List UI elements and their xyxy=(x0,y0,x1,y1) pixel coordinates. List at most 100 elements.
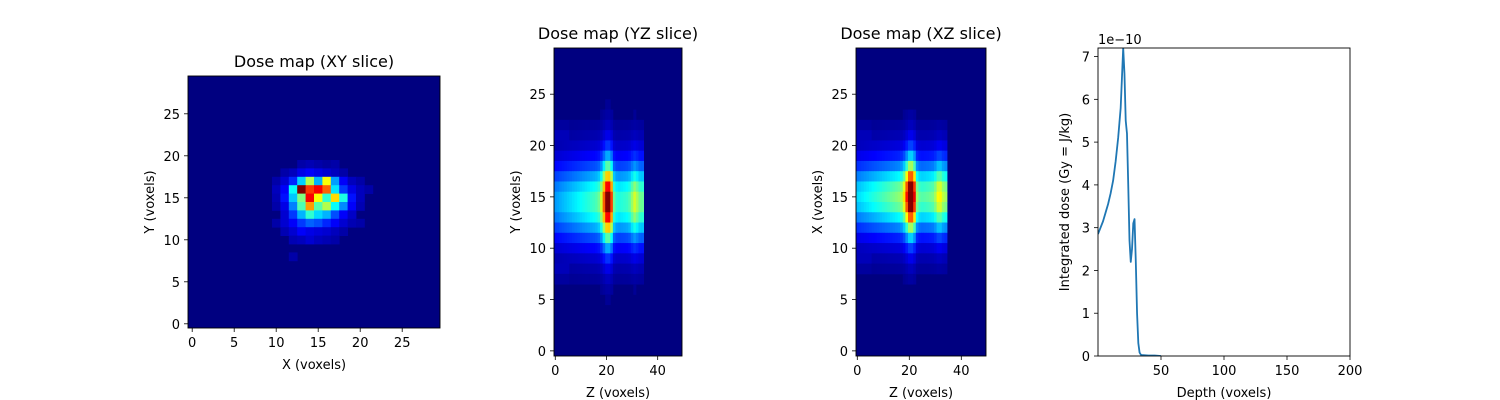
y-axis-offset-text: 1e−10 xyxy=(1098,33,1142,48)
heatmap-cell xyxy=(887,232,891,244)
heatmap-cell xyxy=(600,284,604,295)
heatmap-cell xyxy=(556,243,560,254)
heatmap-cell xyxy=(641,273,644,285)
heatmap-cell xyxy=(905,202,909,213)
heatmap-cell xyxy=(579,171,583,182)
heatmap-cell xyxy=(635,191,639,203)
heatmap-cell xyxy=(944,263,948,275)
heatmap-cell xyxy=(866,243,870,254)
heatmap-cell xyxy=(874,171,878,182)
heatmap-cell xyxy=(597,243,601,254)
heatmap-cell xyxy=(869,243,872,254)
heatmap-cell xyxy=(582,273,586,285)
heatmap-cell xyxy=(889,243,893,254)
heatmap-cell xyxy=(582,171,586,182)
heatmap-cell xyxy=(556,263,560,275)
heatmap-cell xyxy=(931,212,935,223)
heatmap-cell xyxy=(910,202,914,213)
heatmap-cell xyxy=(556,212,560,223)
heatmap-cell xyxy=(874,150,878,162)
x-tick-label: 20 xyxy=(352,336,369,351)
heatmap-cell xyxy=(597,191,601,203)
heatmap-cell xyxy=(905,160,909,172)
heatmap-cell xyxy=(618,243,621,254)
heatmap-cell xyxy=(882,232,885,244)
heatmap-cell xyxy=(577,232,580,244)
heatmap-cell xyxy=(356,193,365,203)
heatmap-cell xyxy=(592,160,596,172)
heatmap-cell xyxy=(556,232,560,244)
heatmap-cell xyxy=(913,181,917,193)
heatmap-cell xyxy=(910,253,914,264)
heatmap-cell xyxy=(641,212,644,223)
heatmap-cell xyxy=(866,181,870,193)
heatmap-cell xyxy=(915,191,919,203)
heatmap-cell xyxy=(638,160,642,172)
heatmap-cell xyxy=(926,212,930,223)
heatmap-cell xyxy=(936,263,940,275)
heatmap-cell xyxy=(858,191,862,203)
heatmap-cell xyxy=(895,160,898,172)
heatmap-cell xyxy=(908,222,911,234)
heatmap-cell xyxy=(272,193,281,203)
heatmap-cell xyxy=(902,253,906,264)
heatmap-cell xyxy=(861,191,865,203)
heatmap-cell xyxy=(635,160,639,172)
heatmap-cell xyxy=(625,232,629,244)
heatmap-cell xyxy=(556,130,560,141)
heatmap-cell xyxy=(280,168,290,178)
heatmap-cell xyxy=(908,212,911,223)
heatmap-cell xyxy=(610,119,614,131)
heatmap-cell xyxy=(610,181,614,193)
heatmap-cell xyxy=(863,232,867,244)
heatmap-cell xyxy=(902,263,906,275)
heatmap-cell xyxy=(618,273,621,285)
heatmap-cell xyxy=(618,191,621,203)
heatmap-cell xyxy=(633,130,637,141)
heatmap-cell xyxy=(856,171,859,182)
heatmap-cell xyxy=(564,273,568,285)
heatmap-cell xyxy=(921,160,924,172)
heatmap-cell xyxy=(610,140,614,152)
heatmap-cell xyxy=(902,232,906,244)
heatmap-cell xyxy=(592,119,596,131)
heatmap-cell xyxy=(625,263,629,275)
heatmap-cell xyxy=(910,181,914,193)
heatmap-cell xyxy=(582,140,586,152)
heatmap-cell xyxy=(892,181,896,193)
heatmap-cell xyxy=(889,150,893,162)
heatmap-cell xyxy=(569,263,573,275)
heatmap-cell xyxy=(566,130,570,141)
heatmap-cell xyxy=(638,171,642,182)
heatmap-cell xyxy=(561,202,565,213)
heatmap-cell xyxy=(561,212,565,223)
heatmap-cell xyxy=(884,253,888,264)
heatmap-cell xyxy=(641,140,644,152)
y-tick-label: 0 xyxy=(1082,350,1090,365)
heatmap-cell xyxy=(607,263,611,275)
heatmap-cell xyxy=(879,263,883,275)
heatmap-cell xyxy=(330,202,340,211)
heatmap-cell xyxy=(863,140,867,152)
heatmap-cell xyxy=(895,263,898,275)
heatmap-cell xyxy=(577,243,580,254)
heatmap-cell xyxy=(931,181,935,193)
heatmap-cell xyxy=(915,160,919,172)
heatmap-cell xyxy=(866,140,870,152)
y-tick-label: 1 xyxy=(1082,307,1090,322)
heatmap-cell xyxy=(330,235,340,245)
heatmap-cell xyxy=(876,119,880,131)
heatmap-cell xyxy=(577,253,580,264)
heatmap-cell xyxy=(936,181,940,193)
heatmap-cell xyxy=(582,191,586,203)
heatmap-cell xyxy=(858,263,862,275)
heatmap-cell xyxy=(936,232,940,244)
heatmap-cell xyxy=(856,202,859,213)
heatmap-cell xyxy=(897,160,901,172)
heatmap-cell xyxy=(900,202,904,213)
heatmap-cell xyxy=(874,191,878,203)
heatmap-cell xyxy=(561,243,565,254)
heatmap-cell xyxy=(566,150,570,162)
heatmap-cell xyxy=(587,191,591,203)
heatmap-cell xyxy=(554,232,557,244)
